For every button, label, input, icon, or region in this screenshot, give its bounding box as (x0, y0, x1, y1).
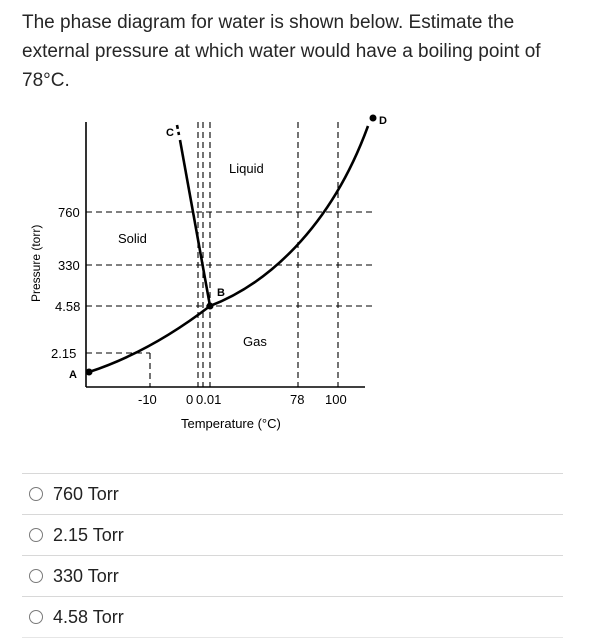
xtick-0: 0 (186, 392, 193, 407)
point-b (206, 302, 214, 310)
label-point-b: B (217, 287, 225, 299)
phase-diagram: A B C D Solid Liquid Gas 760 330 4.58 2.… (29, 114, 387, 431)
option-760-torr[interactable]: 760 Torr (22, 473, 563, 514)
xtick-minus10: -10 (138, 392, 157, 407)
ytick-458: 4.58 (55, 299, 80, 314)
region-liquid: Liquid (229, 161, 264, 176)
melting-curve-tip (175, 124, 181, 136)
ytick-760: 760 (58, 205, 80, 220)
xtick-100: 100 (325, 392, 347, 407)
radio-button[interactable] (29, 487, 43, 501)
ytick-215: 2.15 (51, 346, 76, 361)
ytick-330: 330 (58, 258, 80, 273)
option-label: 4.58 Torr (53, 606, 124, 627)
option-330-torr[interactable]: 330 Torr (22, 555, 563, 596)
label-point-d: D (379, 115, 387, 127)
radio-button[interactable] (29, 528, 43, 542)
x-axis-label: Temperature (°C) (181, 416, 281, 431)
option-label: 330 Torr (53, 565, 119, 586)
option-label: 2.15 Torr (53, 524, 124, 545)
radio-button[interactable] (29, 569, 43, 583)
melting-curve (178, 139, 212, 307)
xtick-78: 78 (290, 392, 304, 407)
option-4-58-torr[interactable]: 4.58 Torr (22, 596, 563, 638)
sublimation-curve (88, 304, 211, 374)
question-text: The phase diagram for water is shown bel… (22, 12, 541, 91)
y-axis-label: Pressure (torr) (29, 225, 43, 302)
option-label: 760 Torr (53, 483, 119, 504)
radio-button[interactable] (29, 610, 43, 624)
point-a (85, 368, 93, 376)
label-point-c: C (166, 127, 174, 139)
vaporization-curve (209, 125, 370, 308)
answer-options: 760 Torr 2.15 Torr 330 Torr 4.58 Torr (22, 473, 563, 638)
xtick-001: 0.01 (196, 392, 221, 407)
region-gas: Gas (243, 334, 267, 349)
option-2-15-torr[interactable]: 2.15 Torr (22, 514, 563, 555)
label-point-a: A (69, 369, 77, 381)
region-solid: Solid (118, 231, 147, 246)
point-d (369, 114, 377, 122)
